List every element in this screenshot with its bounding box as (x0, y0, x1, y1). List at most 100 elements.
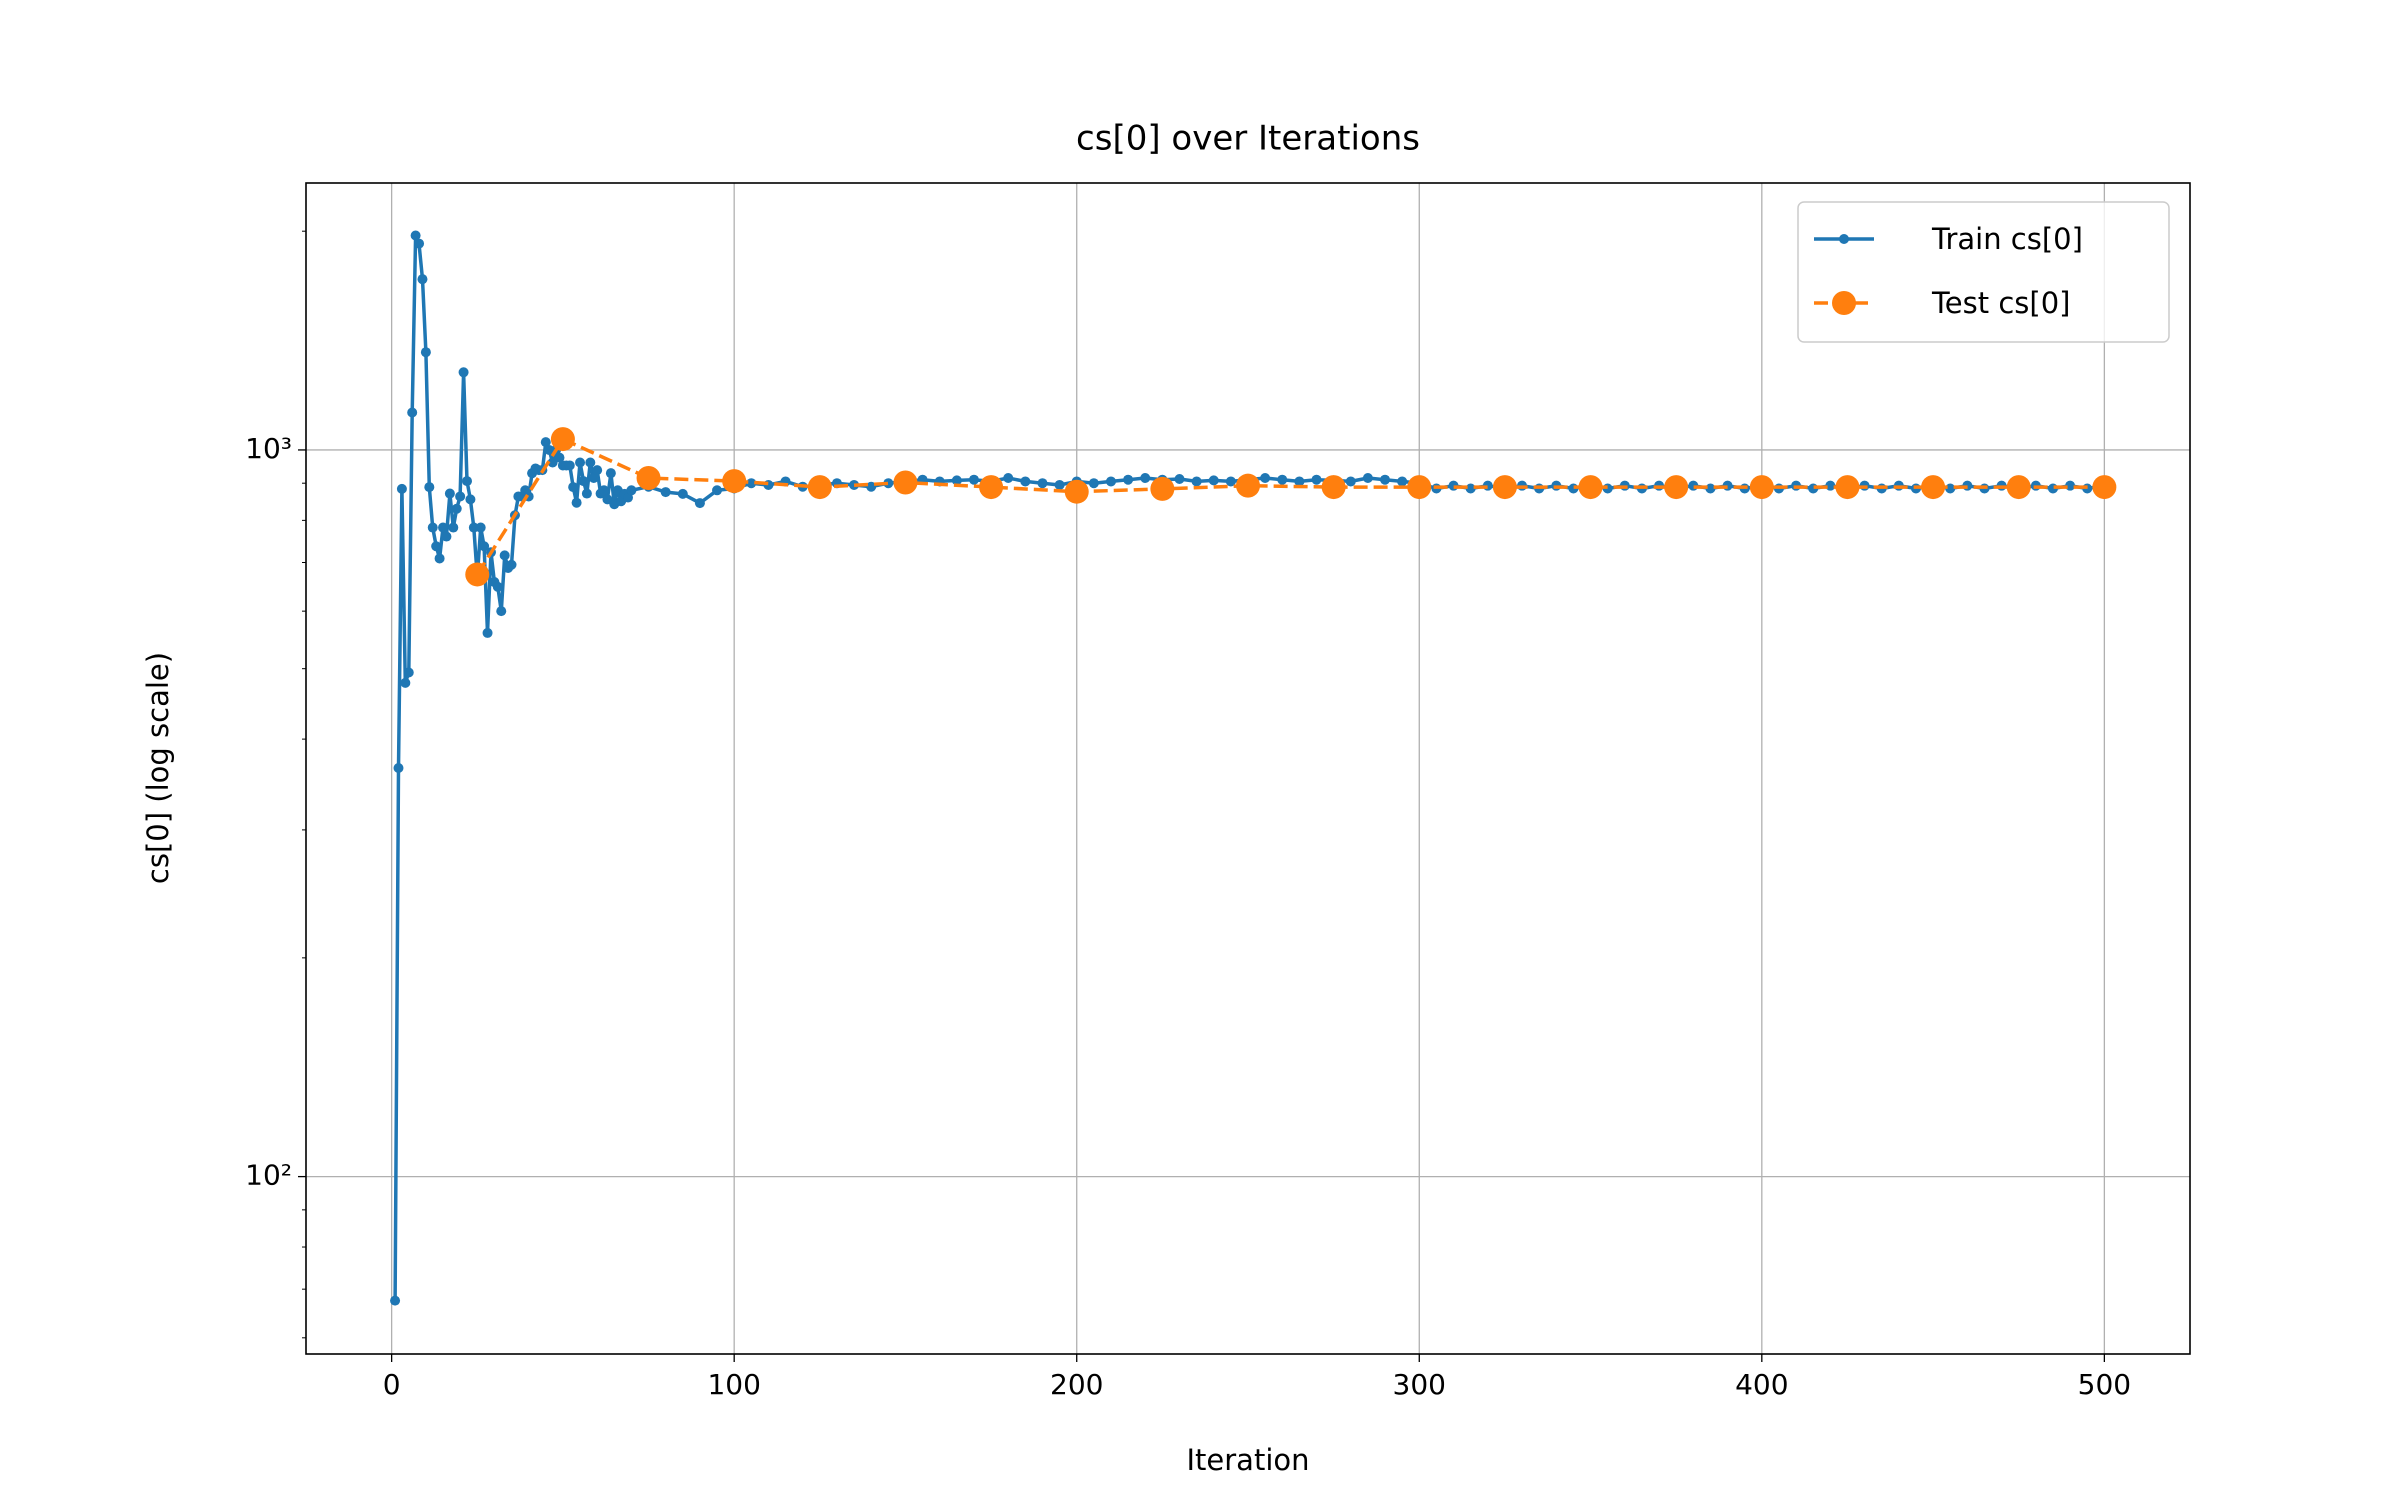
data-point (660, 487, 671, 498)
x-tick-label: 100 (707, 1368, 760, 1401)
y-tick-label: 10³ (245, 432, 292, 465)
data-point (393, 763, 404, 774)
x-tick-label: 300 (1393, 1368, 1446, 1401)
x-tick-label: 400 (1735, 1368, 1788, 1401)
chart-title: cs[0] over Iterations (1076, 119, 1420, 159)
data-point (1825, 480, 1836, 491)
data-point (1407, 475, 1432, 500)
data-point (540, 437, 551, 448)
data-point (1236, 473, 1260, 498)
data-point (626, 485, 637, 496)
data-point (1105, 476, 1116, 487)
data-point (417, 274, 428, 285)
data-point (2006, 475, 2031, 500)
data-point (431, 541, 442, 552)
data-point (458, 367, 469, 378)
data-point (893, 470, 918, 495)
data-point (746, 478, 757, 489)
data-point (722, 469, 747, 494)
data-point (1174, 474, 1185, 485)
data-point (1037, 478, 1048, 489)
data-point (1003, 472, 1014, 483)
legend-label: Test cs[0] (1931, 286, 2070, 320)
data-point (475, 522, 486, 533)
data-point (677, 488, 688, 499)
data-point (1123, 474, 1134, 485)
data-point (438, 522, 449, 533)
data-point (479, 541, 490, 552)
data-point (581, 488, 592, 499)
data-point (1362, 472, 1373, 483)
data-point (468, 522, 479, 533)
data-point (414, 238, 425, 249)
data-point (1208, 475, 1219, 486)
legend-label: Train cs[0] (1931, 222, 2083, 256)
data-point (499, 550, 510, 561)
data-point (592, 465, 603, 476)
data-point (407, 407, 418, 418)
data-point (1492, 475, 1517, 500)
data-point (578, 476, 589, 487)
data-point (390, 1295, 401, 1306)
data-point (1749, 475, 1774, 500)
data-point (441, 531, 452, 542)
data-point (866, 481, 877, 492)
data-point (1140, 472, 1151, 483)
data-point (1191, 476, 1202, 487)
data-point (575, 457, 586, 468)
data-point (506, 559, 517, 570)
data-point (400, 677, 411, 688)
data-point (1064, 479, 1089, 504)
data-point (1150, 476, 1175, 501)
data-point (410, 230, 421, 241)
data-point (968, 474, 979, 485)
data-point (554, 452, 565, 463)
data-point (461, 476, 472, 487)
data-point (1397, 476, 1408, 487)
data-point (588, 472, 599, 483)
data-point (465, 562, 490, 587)
legend-marker (1839, 234, 1849, 244)
data-point (1705, 483, 1716, 494)
data-point (694, 498, 705, 509)
y-axis-label: cs[0] (log scale) (141, 652, 175, 884)
data-point (605, 468, 616, 479)
data-point (424, 482, 435, 493)
data-point (482, 627, 493, 638)
data-point (979, 475, 1004, 500)
x-axis-label: Iteration (1186, 1443, 1309, 1477)
data-point (1664, 475, 1689, 500)
data-point (496, 606, 507, 617)
data-point (1345, 476, 1356, 487)
data-point (1054, 479, 1065, 490)
data-point (550, 427, 575, 452)
data-point (1321, 475, 1346, 500)
data-point (444, 488, 455, 499)
data-point (807, 475, 832, 500)
data-point (420, 347, 431, 358)
data-point (434, 553, 445, 564)
data-point (1277, 474, 1288, 485)
legend-box (1797, 201, 2170, 343)
data-point (599, 485, 610, 496)
data-point (571, 497, 582, 508)
data-point (564, 460, 575, 471)
data-point (1921, 475, 1946, 500)
data-point (451, 503, 462, 514)
y-tick-label: 10² (245, 1159, 292, 1192)
data-point (1380, 474, 1391, 485)
data-point (427, 522, 438, 533)
plot-frame (305, 182, 2191, 1355)
data-point (1294, 476, 1305, 487)
data-point (712, 485, 723, 496)
data-point (1945, 483, 1956, 494)
data-point (455, 491, 466, 502)
data-point (1835, 475, 1860, 500)
data-point (465, 494, 476, 505)
data-point (568, 482, 579, 493)
data-point (1465, 483, 1476, 494)
data-point (2092, 475, 2117, 500)
data-point (1311, 474, 1322, 485)
legend-marker (1832, 291, 1856, 315)
data-point (1020, 476, 1031, 487)
